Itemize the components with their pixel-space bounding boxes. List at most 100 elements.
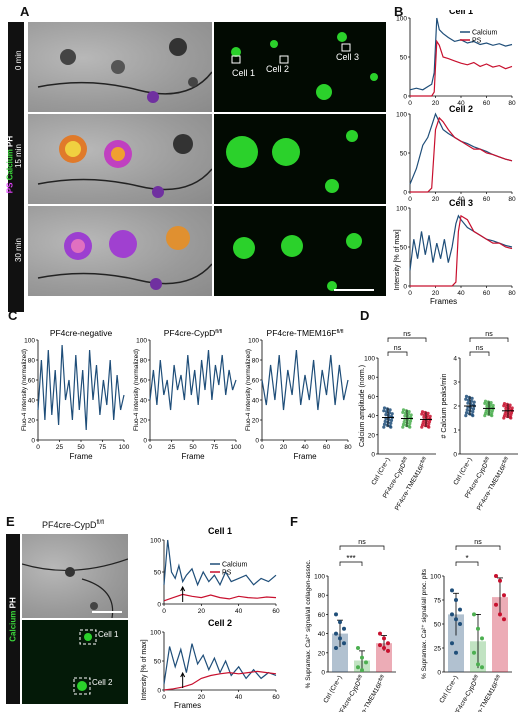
data-point xyxy=(464,397,468,401)
data-point xyxy=(386,648,390,653)
y-axis-label: # Calcium peaks/min xyxy=(441,373,448,438)
category-label: PF4cre-TMEM16Ffl/fl xyxy=(393,456,430,512)
micrograph-calcium-15min xyxy=(214,114,386,204)
data-point xyxy=(334,646,338,650)
x-tick-label: 0 xyxy=(162,694,166,701)
y-tick-label: 50 xyxy=(154,659,162,666)
category-label: Ctrl (Cre−) xyxy=(452,457,473,487)
data-point xyxy=(338,636,342,641)
y-axis-label: Fluo-4 intensity (normalized) xyxy=(21,349,28,431)
y-axis-label: % Supramax. Ca²⁺ signal/all proc. plts xyxy=(421,568,428,679)
data-point xyxy=(454,598,458,602)
y-tick-label: 50 xyxy=(434,622,442,629)
data-point xyxy=(342,626,346,631)
y-axis-label: Calcium amplitude (norm.) xyxy=(359,365,366,447)
x-axis-label: Frames xyxy=(430,297,457,306)
plot-title: Cell 3 xyxy=(449,198,473,208)
data-point xyxy=(469,399,473,403)
y-tick-label: 0 xyxy=(437,670,441,677)
data-point xyxy=(471,407,476,411)
x-tick-label: 20 xyxy=(198,694,206,701)
x-tick-label: 20 xyxy=(280,444,288,451)
category-superscript: fl/fl xyxy=(420,456,428,465)
data-point xyxy=(382,425,386,429)
data-point xyxy=(490,414,494,418)
data-point xyxy=(454,617,458,622)
sig-label: ns xyxy=(403,331,411,338)
time-label-30min: 30 min xyxy=(14,237,23,262)
arrow-annotation xyxy=(180,585,186,602)
data-point xyxy=(338,620,342,625)
data-point xyxy=(401,410,405,415)
sig-label: ns xyxy=(394,345,402,352)
data-point xyxy=(464,394,469,398)
x-tick-label: 40 xyxy=(457,196,465,203)
series-line-calcium xyxy=(409,214,513,271)
category-label: PF4cre-TMEM16Ffl/fl xyxy=(475,456,512,512)
panel-c-plots: 0 25 50 75 100 0 20 40 60 80 100 PF4cre-negative Flu… xyxy=(21,328,352,461)
data-point xyxy=(458,622,462,626)
x-tick-label: 75 xyxy=(211,444,219,451)
category-label: Ctrl (Cre−) xyxy=(438,675,459,705)
data-point xyxy=(472,650,476,655)
data-point xyxy=(408,422,412,426)
y-tick-label: 80 xyxy=(318,593,326,600)
data-point xyxy=(486,400,490,404)
time-label-15min: 15 min xyxy=(14,143,23,168)
series-line-fluo-4 xyxy=(149,349,237,411)
x-tick-label: 60 xyxy=(272,694,280,701)
data-point xyxy=(387,411,391,415)
data-point xyxy=(383,419,387,423)
x-tick-label: 60 xyxy=(272,608,280,615)
data-point xyxy=(466,401,470,405)
data-point xyxy=(450,588,454,593)
data-point xyxy=(408,425,412,429)
sig-bracket xyxy=(339,545,385,550)
category-superscript: fl/fl xyxy=(502,456,510,465)
y-tick-label: 20 xyxy=(140,418,148,425)
y-tick-label: 2 xyxy=(453,404,457,411)
data-point xyxy=(388,408,392,412)
panel-e-cell1-label: Cell 1 xyxy=(98,630,119,639)
data-point xyxy=(404,409,408,413)
data-point xyxy=(483,399,488,403)
data-point xyxy=(509,416,513,420)
x-tick-label: 75 xyxy=(99,444,107,451)
data-point xyxy=(406,412,410,416)
x-tick-label: 0 xyxy=(36,444,40,451)
data-point xyxy=(401,425,405,429)
series-line-calcium xyxy=(163,643,277,685)
y-tick-label: 0 xyxy=(143,438,147,445)
data-point xyxy=(382,636,386,641)
data-point xyxy=(450,641,454,646)
category-label: Ctrl (Cre−) xyxy=(370,457,391,487)
y-tick-label: 0 xyxy=(371,452,375,459)
y-tick-label: 20 xyxy=(252,418,260,425)
y-tick-label: 75 xyxy=(434,598,442,605)
title-superscript: fl/fl xyxy=(336,329,343,335)
y-tick-label: 40 xyxy=(252,398,260,405)
data-point xyxy=(498,578,502,583)
series-line-fluo-4 xyxy=(261,349,349,411)
series-line-ps xyxy=(410,39,513,97)
data-point xyxy=(476,662,480,667)
panel-b-plots: 0 20 40 60 80 0 50 100 Cell 1 0 20 40 60 80 0 50 100 Cell… xyxy=(394,10,516,306)
panel-label-e: E xyxy=(6,514,15,529)
plot-title: PF4cre-CypDfl/fl xyxy=(164,328,223,338)
data-point xyxy=(378,631,382,636)
y-axis-label: Intensity [% of max] xyxy=(141,639,148,700)
data-point xyxy=(409,413,413,417)
data-point xyxy=(502,402,507,406)
sig-bracket xyxy=(339,561,363,566)
data-point xyxy=(510,406,514,410)
data-point xyxy=(386,641,390,646)
y-tick-label: 0 xyxy=(403,190,407,197)
data-point xyxy=(471,414,475,418)
y-tick-label: 100 xyxy=(150,630,161,637)
title-superscript: fl/fl xyxy=(215,329,222,335)
data-point xyxy=(494,602,498,607)
micrograph-e-calcium xyxy=(22,620,128,704)
plot-title: PF4cre-TMEM16Ffl/fl xyxy=(267,328,344,338)
y-tick-label: 100 xyxy=(248,338,259,345)
